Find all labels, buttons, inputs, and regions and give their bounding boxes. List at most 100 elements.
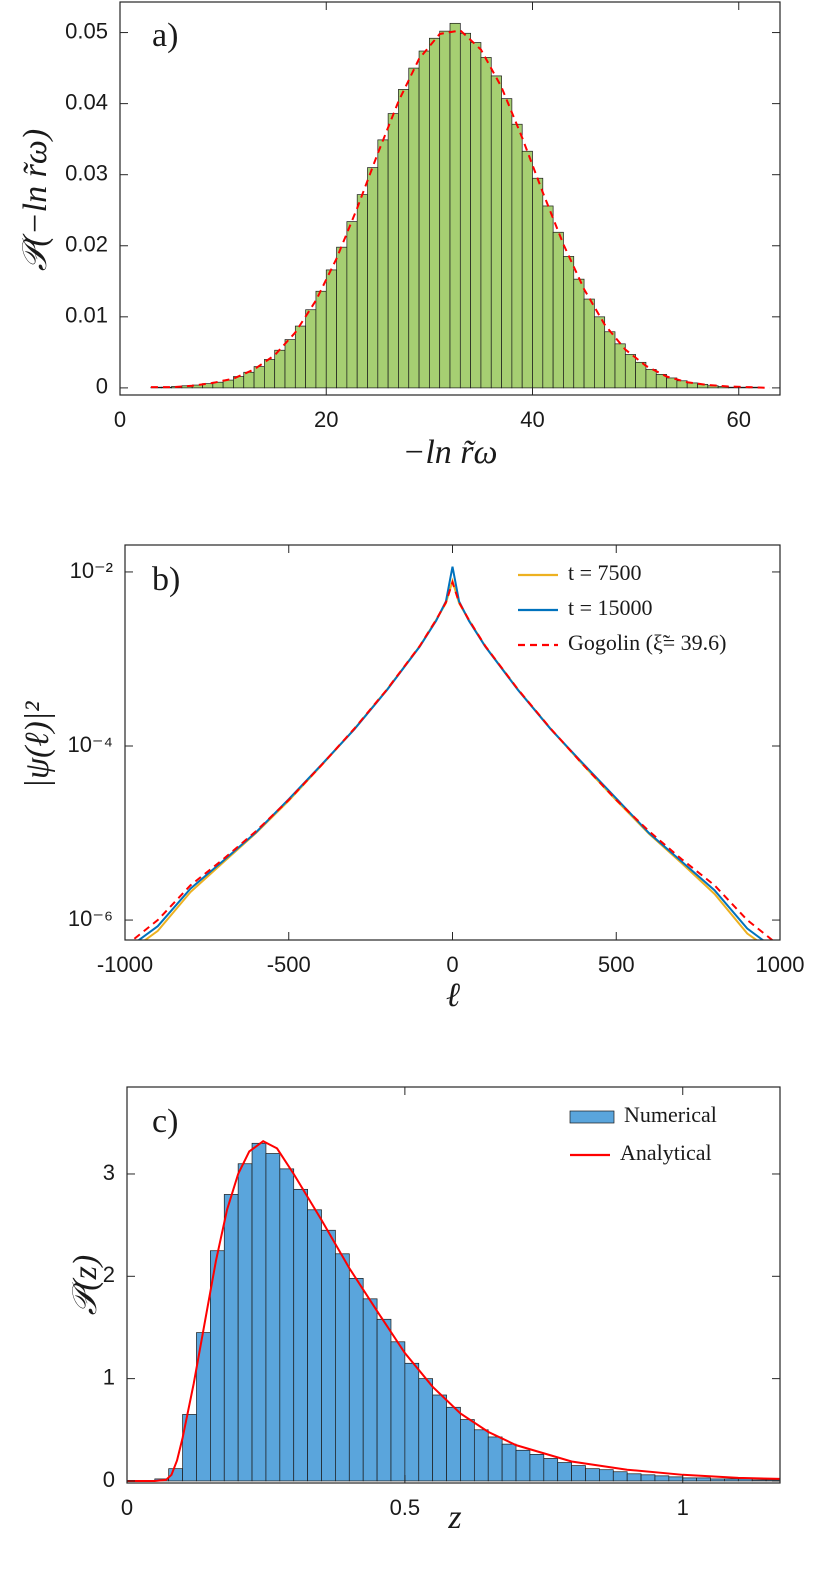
x-tick-label: 0 — [446, 952, 458, 977]
x-tick-label: 1 — [677, 1495, 689, 1520]
series-line — [131, 579, 774, 940]
bar — [321, 1229, 336, 1482]
bar — [635, 361, 647, 389]
bar — [367, 167, 379, 389]
legend-label: Gogolin (ξ̃= 39.6) — [568, 630, 726, 655]
bar — [668, 1476, 684, 1482]
bar — [676, 380, 688, 389]
bar — [377, 139, 389, 389]
x-tick-label: 0.5 — [390, 1495, 421, 1520]
series-line — [137, 566, 765, 940]
bar — [356, 194, 368, 389]
bar — [243, 371, 255, 389]
y-tick-label: 0.04 — [65, 89, 108, 114]
bar — [529, 1453, 545, 1482]
bar — [490, 75, 502, 389]
legend: t = 7500 t = 15000 Gogolin (ξ̃= 39.6) — [518, 560, 726, 655]
bar — [387, 113, 399, 389]
bar — [654, 1475, 670, 1482]
bar — [557, 1462, 572, 1482]
legend-label: Analytical — [620, 1140, 712, 1165]
bar — [390, 1341, 406, 1482]
y-tick-label: 0 — [103, 1467, 115, 1492]
x-tick-label: -500 — [267, 952, 311, 977]
x-tick-label: 1000 — [756, 952, 805, 977]
bar — [614, 343, 626, 389]
bar — [404, 1362, 420, 1482]
axes-frame — [126, 1086, 781, 1484]
bar — [307, 1209, 322, 1482]
panel: -1000 -500 0 500 1000 10⁻⁶ 10⁻⁴ 10⁻² ℓ |ψ(ℓ)|² b) t… — [19, 544, 805, 1014]
bar — [449, 22, 461, 389]
bar — [571, 1465, 586, 1482]
bar — [542, 205, 554, 389]
bar — [470, 42, 482, 389]
bar — [284, 339, 296, 389]
bar — [336, 246, 348, 389]
bar — [645, 369, 657, 389]
bar — [696, 1477, 711, 1482]
axes-frame — [124, 544, 781, 941]
bar — [573, 278, 585, 389]
bar — [294, 325, 306, 389]
bar — [251, 1142, 267, 1482]
x-axis-label: z — [447, 1499, 461, 1536]
x-tick-label: 20 — [314, 407, 338, 432]
bar — [264, 359, 276, 389]
bar — [604, 331, 616, 389]
x-tick-label: 500 — [598, 952, 635, 977]
bar — [521, 150, 533, 389]
bar — [501, 98, 513, 389]
bar — [418, 1378, 434, 1482]
y-tick-label: 3 — [103, 1160, 115, 1185]
bar — [737, 1478, 753, 1482]
bar — [626, 1473, 642, 1482]
bar — [418, 50, 430, 389]
x-axis-label: −ln r̃ω — [402, 434, 497, 471]
y-axis-label: 𝒫(−ln r̃ω) — [17, 129, 54, 271]
bar — [563, 256, 575, 389]
plot-area — [150, 22, 770, 389]
bar — [408, 67, 420, 389]
bar — [348, 1277, 364, 1482]
y-tick-label: 0.02 — [65, 232, 108, 257]
bar — [335, 1253, 350, 1482]
bar — [501, 1443, 517, 1482]
y-tick-label: 0.05 — [65, 18, 108, 43]
panel-label: c) — [152, 1103, 178, 1140]
x-axis-label: ℓ — [446, 977, 460, 1014]
legend-label: Numerical — [624, 1102, 717, 1127]
bar — [398, 89, 410, 389]
bar — [480, 57, 492, 389]
bar — [624, 354, 636, 389]
bar — [274, 349, 286, 389]
bar — [460, 1419, 475, 1482]
bar — [265, 1153, 281, 1482]
bar — [279, 1168, 295, 1482]
y-tick-label: 10⁻⁴ — [67, 732, 113, 757]
bar — [710, 1478, 725, 1482]
plot-area — [131, 566, 774, 940]
bar — [446, 1406, 461, 1482]
bar — [511, 123, 523, 389]
legend-label: t = 7500 — [568, 560, 642, 585]
bar — [552, 231, 564, 389]
axes-frame — [119, 1, 781, 396]
bar — [640, 1474, 656, 1482]
x-tick-label: 0 — [121, 1495, 133, 1520]
bar — [429, 37, 441, 389]
bar — [346, 221, 358, 389]
x-tick-label: -1000 — [97, 952, 153, 977]
bar — [682, 1477, 697, 1482]
bar — [325, 269, 337, 389]
bar — [585, 1468, 600, 1482]
y-tick-label: 2 — [103, 1262, 115, 1287]
bar — [515, 1449, 531, 1482]
bar — [223, 1194, 239, 1482]
plot-area — [127, 1140, 780, 1482]
x-tick-label: 60 — [727, 407, 751, 432]
panel: 0 20 40 60 0 0.01 0.02 0.03 0.04 0.05 −ln r̃ω 𝒫(−ln… — [17, 1, 781, 471]
y-axis-label: 𝒫(z) — [67, 1255, 104, 1315]
